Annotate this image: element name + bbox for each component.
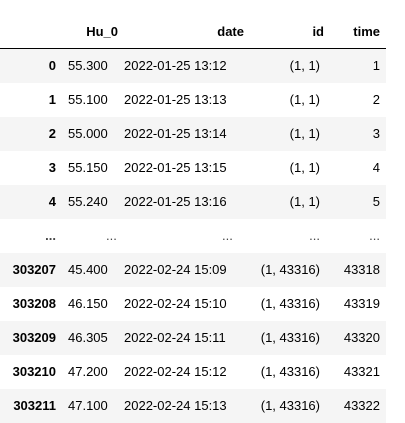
cell-date: ... bbox=[222, 228, 233, 243]
cell-hu: 46.305 bbox=[68, 330, 108, 345]
table-row: 303210 47.200 2022-02-24 15:12 (1, 43316… bbox=[0, 354, 386, 389]
cell-id: (1, 43316) bbox=[260, 262, 320, 277]
cell-hu: 47.100 bbox=[68, 398, 108, 413]
cell-id: (1, 43316) bbox=[260, 398, 320, 413]
table-header: Hu_0 date id time bbox=[0, 14, 386, 49]
cell-hu: 55.300 bbox=[68, 58, 108, 74]
row-index: 1 bbox=[48, 92, 56, 107]
cell-date: 2022-02-24 15:11 bbox=[124, 330, 226, 345]
cell-time: 43321 bbox=[343, 364, 380, 379]
column-header-hu: Hu_0 bbox=[62, 14, 122, 49]
table-row: 1 55.100 2022-01-25 13:13 (1, 1) 2 bbox=[0, 82, 386, 117]
cell-date: 2022-02-24 15:09 bbox=[124, 262, 227, 277]
column-header-date: date bbox=[122, 14, 250, 49]
cell-id: (1, 1) bbox=[289, 160, 320, 175]
cell-date: 2022-01-25 13:14 bbox=[124, 126, 227, 141]
column-header-id: id bbox=[250, 14, 330, 49]
column-header-time: time bbox=[330, 14, 386, 49]
row-index: 0 bbox=[48, 58, 56, 74]
cell-time: ... bbox=[369, 228, 380, 243]
table-body: 0 55.300 2022-01-25 13:12 (1, 1) 1 1 55.… bbox=[0, 48, 386, 423]
table-row: 0 55.300 2022-01-25 13:12 (1, 1) 1 bbox=[0, 48, 386, 83]
table-row: 303209 46.305 2022-02-24 15:11 (1, 43316… bbox=[0, 320, 386, 355]
cell-id: ... bbox=[309, 228, 320, 243]
row-index: 2 bbox=[48, 126, 56, 141]
cell-date: 2022-02-24 15:12 bbox=[124, 364, 227, 379]
cell-hu: 47.200 bbox=[68, 364, 108, 379]
cell-date: 2022-01-25 13:16 bbox=[124, 194, 227, 209]
table-row: 303211 47.100 2022-02-24 15:13 (1, 43316… bbox=[0, 388, 386, 423]
header-row: Hu_0 date id time bbox=[0, 14, 386, 49]
row-index: 4 bbox=[48, 194, 56, 209]
cell-time: 43320 bbox=[343, 330, 380, 345]
cell-hu: 46.150 bbox=[68, 296, 108, 311]
cell-id: (1, 43316) bbox=[260, 364, 320, 379]
cell-time: 5 bbox=[372, 194, 380, 209]
cell-id: (1, 1) bbox=[289, 194, 320, 209]
row-index: 303208 bbox=[12, 296, 56, 311]
cell-date: 2022-01-25 13:12 bbox=[124, 58, 227, 74]
cell-id: (1, 43316) bbox=[260, 330, 320, 345]
row-index: 303210 bbox=[12, 364, 56, 379]
row-index: 303209 bbox=[12, 330, 56, 345]
ellipsis-row: ... ... ... ... ... bbox=[0, 218, 386, 253]
cell-date: 2022-02-24 15:10 bbox=[124, 296, 227, 311]
cell-time: 43319 bbox=[343, 296, 380, 311]
row-index: 303207 bbox=[12, 262, 56, 277]
cell-date: 2022-01-25 13:13 bbox=[124, 92, 227, 107]
cell-id: (1, 43316) bbox=[260, 296, 320, 311]
cell-time: 2 bbox=[372, 92, 380, 107]
cell-id: (1, 1) bbox=[289, 126, 320, 141]
row-index: ... bbox=[45, 228, 56, 243]
cell-time: 3 bbox=[372, 126, 380, 141]
cell-time: 43318 bbox=[343, 262, 380, 277]
cell-id: (1, 1) bbox=[289, 92, 320, 107]
cell-id: (1, 1) bbox=[289, 58, 320, 74]
row-index: 303211 bbox=[13, 398, 56, 413]
cell-hu: 55.150 bbox=[68, 160, 108, 175]
cell-hu: ... bbox=[106, 228, 117, 243]
cell-date: 2022-02-24 15:13 bbox=[124, 398, 227, 413]
table-row: 303208 46.150 2022-02-24 15:10 (1, 43316… bbox=[0, 286, 386, 321]
table-row: 303207 45.400 2022-02-24 15:09 (1, 43316… bbox=[0, 252, 386, 287]
index-header bbox=[0, 14, 62, 49]
cell-hu: 45.400 bbox=[68, 262, 108, 277]
table-row: 3 55.150 2022-01-25 13:15 (1, 1) 4 bbox=[0, 150, 386, 185]
cell-hu: 55.100 bbox=[68, 92, 108, 107]
dataframe-output: Hu_0 date id time 0 55.300 2022-01-25 13… bbox=[0, 14, 386, 413]
cell-hu: 55.240 bbox=[68, 194, 108, 209]
row-index: 3 bbox=[48, 160, 56, 175]
dataframe-table: Hu_0 date id time 0 55.300 2022-01-25 13… bbox=[0, 14, 386, 423]
cell-time: 4 bbox=[372, 160, 380, 175]
cell-date: 2022-01-25 13:15 bbox=[124, 160, 227, 175]
table-row: 4 55.240 2022-01-25 13:16 (1, 1) 5 bbox=[0, 184, 386, 219]
cell-time: 1 bbox=[372, 58, 380, 74]
table-row: 2 55.000 2022-01-25 13:14 (1, 1) 3 bbox=[0, 116, 386, 151]
cell-hu: 55.000 bbox=[68, 126, 108, 141]
cell-time: 43322 bbox=[343, 398, 380, 413]
